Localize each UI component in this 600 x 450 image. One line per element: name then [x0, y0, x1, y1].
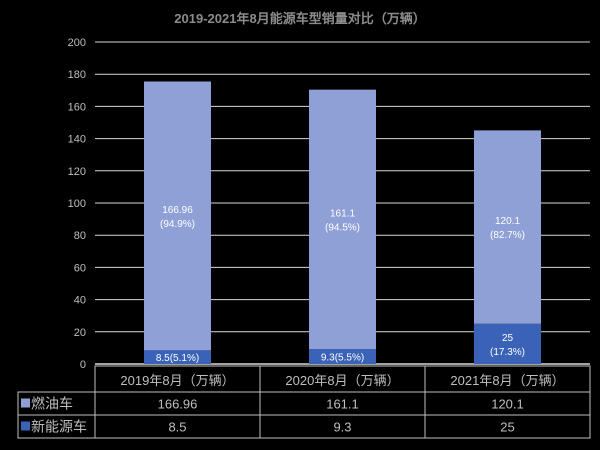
table-cell: 25: [500, 420, 514, 435]
table-cell: 8.5: [168, 420, 186, 435]
y-tick-label: 0: [80, 359, 86, 371]
data-label: (82.7%): [490, 230, 525, 241]
data-label: 25: [502, 333, 514, 344]
bar-segment: [144, 350, 211, 364]
data-label: (94.5%): [325, 222, 360, 233]
y-tick-label: 180: [68, 69, 86, 81]
table-cell: 120.1: [491, 397, 524, 412]
bar-segment: [309, 89, 376, 350]
table-cell: 9.3: [333, 420, 351, 435]
data-label: 8.5(5.1%): [156, 353, 199, 364]
x-category-label: 2019年8月（万辆）: [120, 373, 234, 388]
bar-segment: [474, 130, 541, 324]
chart-title: 2019-2021年8月能源车型销量对比（万辆）: [174, 11, 426, 26]
data-label: (17.3%): [490, 347, 525, 358]
x-category-label: 2021年8月（万辆）: [450, 373, 564, 388]
y-tick-label: 120: [68, 166, 86, 178]
table-cell: 166.96: [158, 397, 198, 412]
bar-segment: [144, 81, 211, 351]
data-label: 161.1: [330, 208, 355, 219]
x-category-label: 2020年8月（万辆）: [285, 373, 399, 388]
bar-segment: [309, 349, 376, 364]
legend-label: 新能源车: [31, 419, 87, 435]
y-tick-label: 40: [74, 295, 86, 307]
y-tick-label: 20: [74, 327, 86, 339]
bar-segment: [474, 323, 541, 364]
y-tick-label: 160: [68, 101, 86, 113]
y-tick-label: 80: [74, 230, 86, 242]
table-cell: 161.1: [326, 397, 359, 412]
y-tick-label: 60: [74, 262, 86, 274]
y-tick-label: 140: [68, 134, 86, 146]
data-label: 120.1: [495, 216, 520, 227]
legend-label: 燃油车: [31, 396, 73, 412]
data-label: 166.96: [162, 205, 193, 216]
legend-swatch: [21, 421, 30, 431]
legend-swatch: [21, 398, 30, 408]
y-tick-label: 200: [68, 37, 86, 49]
data-label: (94.9%): [160, 219, 195, 230]
data-label: 9.3(5.5%): [321, 353, 364, 364]
y-tick-label: 100: [68, 198, 86, 210]
